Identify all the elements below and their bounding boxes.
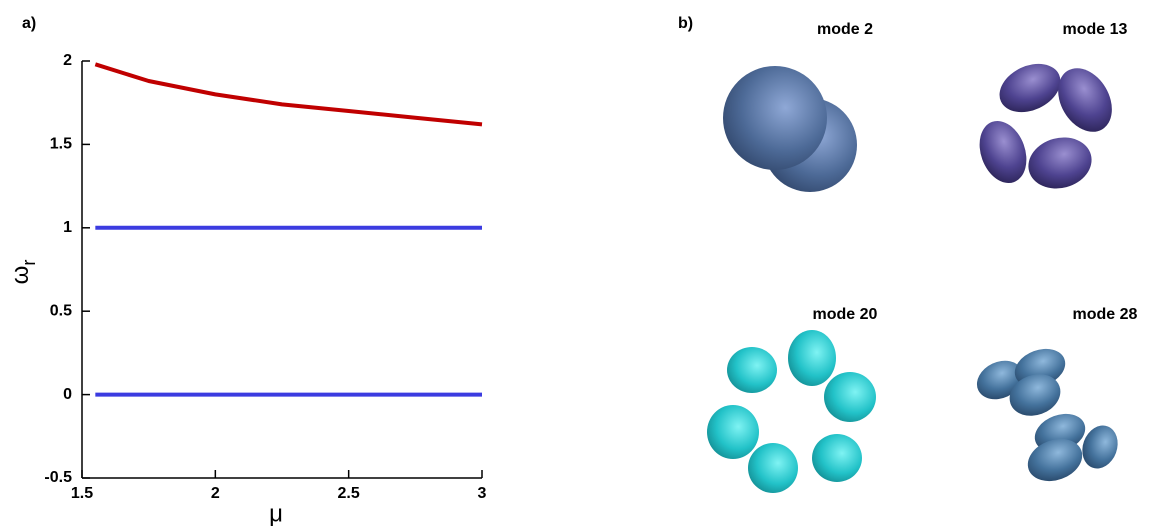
mode-13-render [979,63,1112,189]
mode-label: mode 20 [813,306,878,323]
plot-area: -0.5 0 0.5 1 1.5 2 1.5 2 2.5 3 [44,52,486,502]
y-axis-label: ωr [7,260,38,285]
y-tick-label: 1 [63,219,72,236]
x-tick-label: 3 [478,485,487,502]
x-tick-label: 2 [211,485,220,502]
mode-28-render [976,348,1118,482]
y-axis-subscript: r [19,260,39,266]
y-tick-label: 0.5 [50,302,72,319]
panel-label: b) [678,15,693,32]
y-axis-symbol: ω [7,266,34,285]
mode-label: mode 13 [1063,21,1128,38]
x-tick-label: 2.5 [338,485,360,502]
mode-20-render [707,330,876,493]
panel-label: a) [22,15,36,32]
mode-2-render [723,66,857,192]
mode-label: mode 2 [817,21,873,38]
x-axis-label: μ [269,500,283,527]
y-tick-label: 1.5 [50,136,72,153]
x-tick-label: 1.5 [71,485,93,502]
y-tick-label: 2 [63,52,72,69]
y-tick-label: -0.5 [44,469,72,486]
mode-label: mode 28 [1073,306,1138,323]
y-tick-label: 0 [63,386,72,403]
series-line [94,62,483,127]
